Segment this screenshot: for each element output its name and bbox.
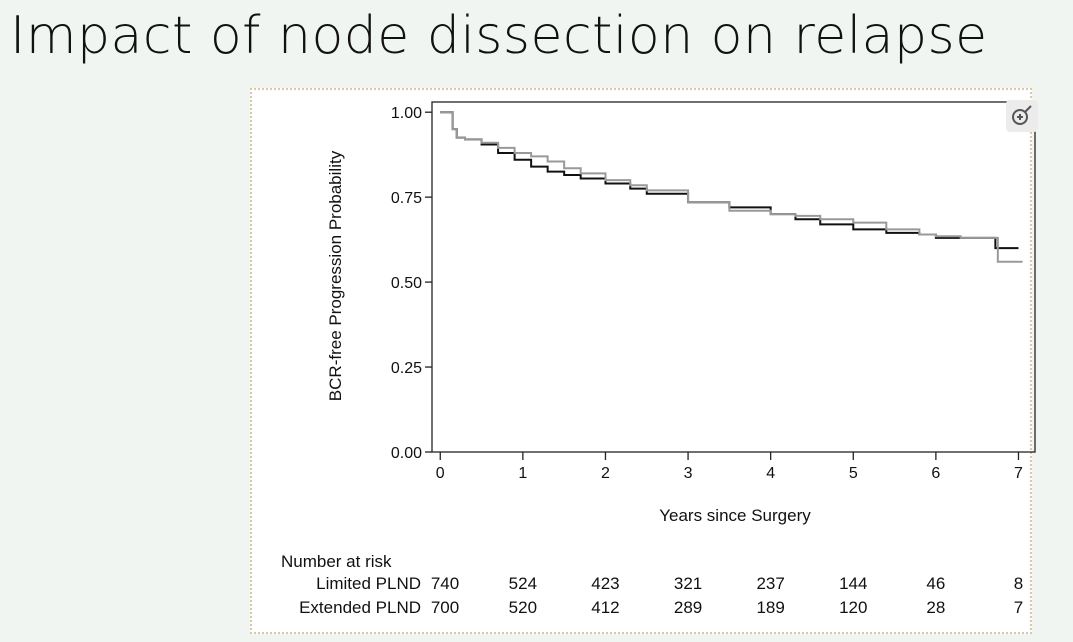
plot-frame — [431, 101, 1036, 453]
risk-count: 46 — [926, 574, 945, 593]
x-tick-label: 5 — [849, 465, 858, 482]
survival-curve-2 — [440, 111, 1023, 263]
risk-count: 144 — [839, 574, 867, 593]
risk-count: 700 — [431, 598, 459, 617]
risk-count: 740 — [431, 574, 459, 593]
y-tick-label: 0.25 — [391, 360, 422, 377]
zoom-in-icon — [1012, 105, 1032, 125]
risk-count: 423 — [591, 574, 619, 593]
risk-count: 321 — [674, 574, 702, 593]
survival-curves — [440, 111, 1023, 263]
y-tick-label: 1.00 — [391, 105, 422, 122]
risk-row-label: Limited PLND — [316, 574, 421, 593]
y-axis: 0.00 0.25 0.50 0.75 1.00 — [391, 105, 432, 462]
risk-count: 7 — [1014, 598, 1023, 617]
figure-frame — [250, 88, 1032, 634]
x-tick-label: 6 — [931, 465, 940, 482]
y-tick-label: 0.00 — [391, 445, 422, 462]
risk-count: 120 — [839, 598, 867, 617]
risk-count: 412 — [591, 598, 619, 617]
risk-count: 8 — [1014, 574, 1023, 593]
x-tick-label: 4 — [766, 465, 775, 482]
risk-count: 189 — [756, 598, 784, 617]
x-tick-label: 3 — [684, 465, 693, 482]
risk-count: 237 — [756, 574, 784, 593]
x-tick-label: 1 — [518, 465, 527, 482]
y-tick-label: 0.75 — [391, 190, 422, 207]
x-axis: 0 1 2 3 4 5 6 7 — [436, 452, 1023, 482]
x-tick-label: 7 — [1014, 465, 1023, 482]
y-axis-label: BCR-free Progression Probability — [326, 150, 345, 401]
survival-curve-1 — [440, 111, 1019, 250]
risk-count: 524 — [509, 574, 537, 593]
x-tick-label: 2 — [601, 465, 610, 482]
risk-row-label: Extended PLND — [299, 598, 421, 617]
slide-title: Impact of node dissection on relapse — [10, 6, 988, 66]
x-tick-label: 0 — [436, 465, 445, 482]
y-tick-label: 0.50 — [391, 275, 422, 292]
risk-count: 28 — [926, 598, 945, 617]
risk-count: 289 — [674, 598, 702, 617]
risk-table: Number at risk Limited PLND 740 524 423 321 2… — [281, 552, 1023, 617]
risk-table-heading: Number at risk — [281, 552, 392, 571]
risk-count: 520 — [509, 598, 537, 617]
x-axis-label: Years since Surgery — [659, 506, 811, 525]
zoom-button[interactable] — [1006, 100, 1038, 132]
